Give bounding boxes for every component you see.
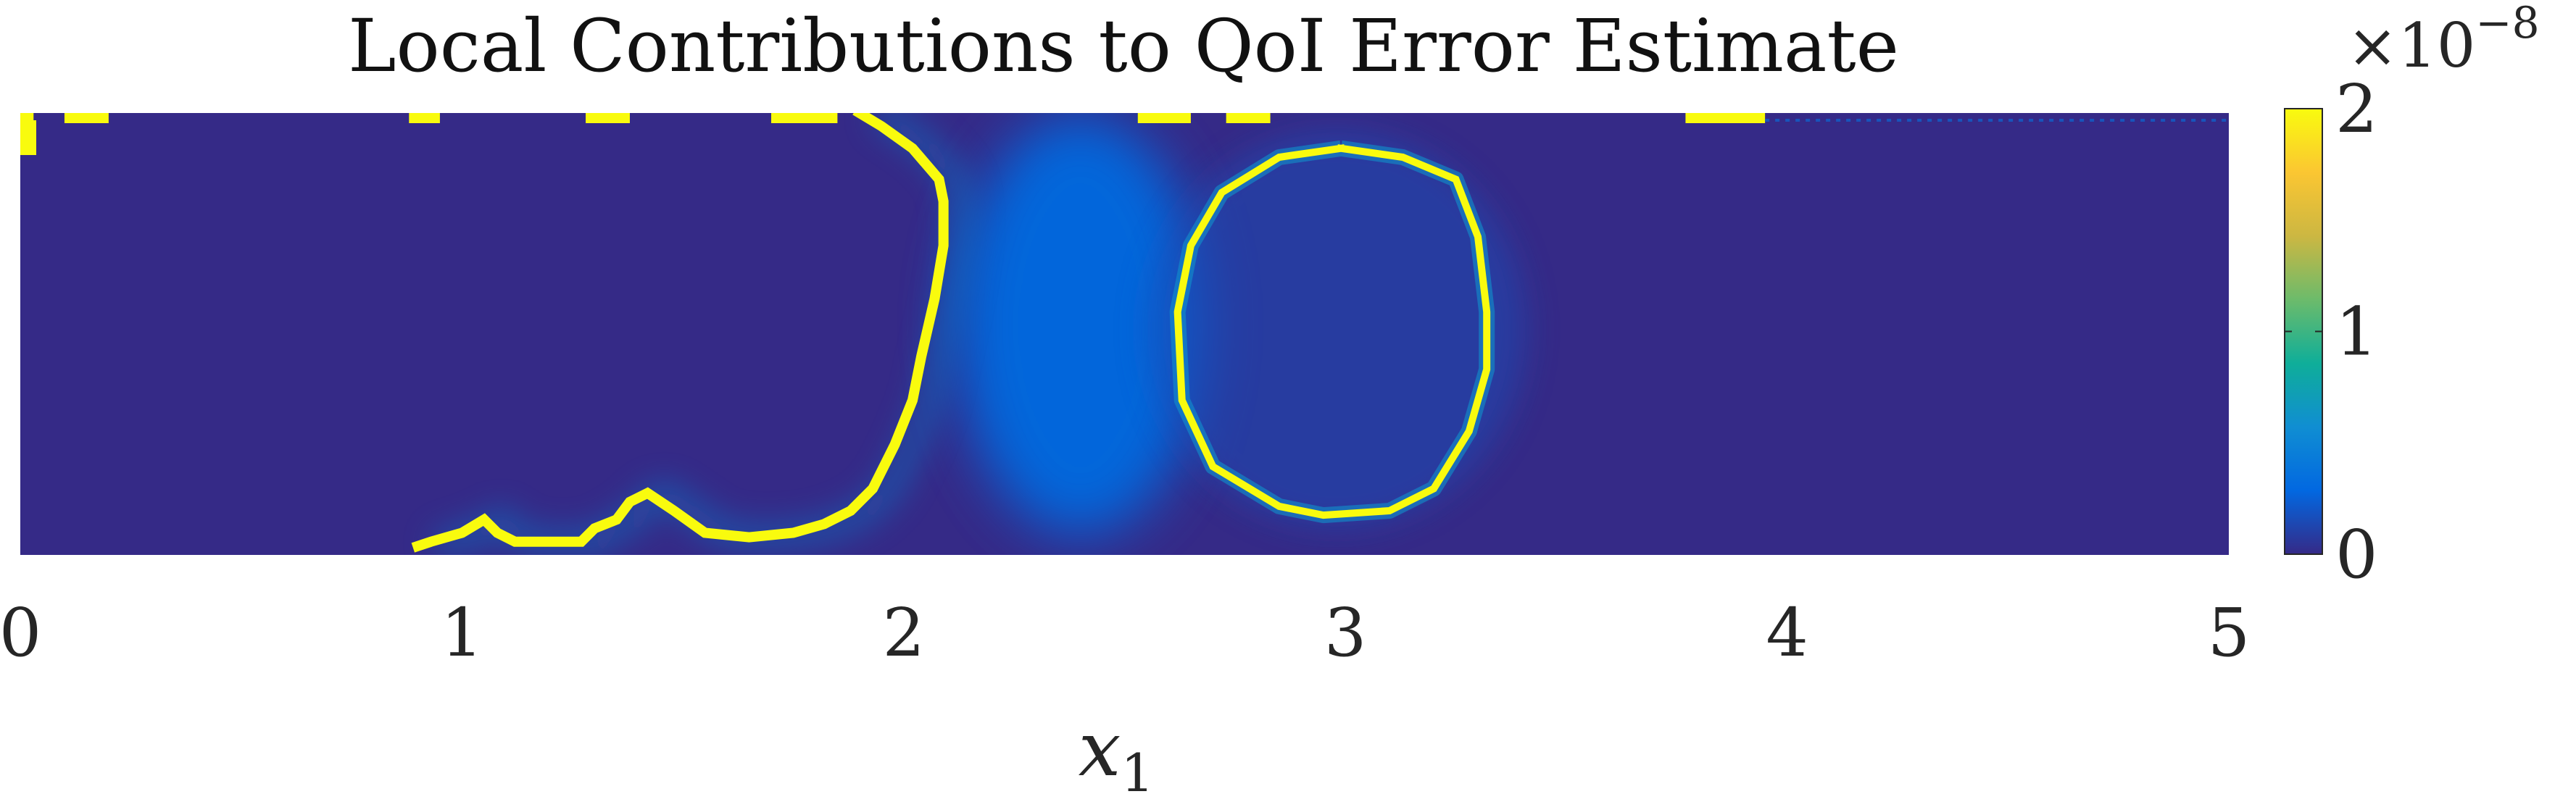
top-edge-blip — [770, 113, 838, 123]
colorbar-tick-label: 1 — [2335, 293, 2378, 371]
bubble-contour — [1173, 144, 1491, 519]
colorbar-exponent-base: ×10 — [2347, 10, 2475, 81]
top-edge-blip — [1226, 113, 1271, 123]
colorbar-tick-label: 2 — [2335, 70, 2378, 148]
top-edge-blip — [586, 113, 630, 123]
top-edge-blip — [409, 113, 440, 123]
top-edge-blip — [1685, 113, 1766, 123]
top-edge-blip — [64, 113, 109, 123]
x-tick-label: 5 — [2208, 594, 2251, 672]
bubble-halo — [1147, 132, 1526, 527]
x-tick-label: 3 — [1324, 594, 1367, 672]
colorbar-exponent: ×10−8 — [2347, 0, 2540, 81]
colorbar-exponent-power: −8 — [2475, 0, 2539, 49]
wake-blob — [957, 115, 1204, 535]
x-tick-label: 1 — [441, 594, 483, 672]
top-edge-blip — [1137, 113, 1191, 123]
x-axis-label-main: x — [1079, 705, 1121, 793]
left-interface-contour — [411, 113, 949, 553]
x-axis-label-subscript: 1 — [1121, 743, 1154, 794]
x-tick-label: 0 — [0, 594, 41, 672]
x-tick-label: 2 — [883, 594, 926, 672]
colorbar: 0 1 2×10−8 — [2284, 0, 2540, 593]
x-tick-label: 4 — [1766, 594, 1808, 672]
left-edge-blip — [20, 120, 36, 155]
x-axis-label: x1 — [1079, 705, 1154, 794]
plot-area — [20, 113, 2229, 555]
colorbar-tick-label: 0 — [2335, 516, 2378, 593]
chart-title: Local Contributions to QoI Error Estimat… — [348, 4, 1899, 88]
x-tick-labels: 0 1 2 3 4 5 — [0, 594, 2250, 672]
